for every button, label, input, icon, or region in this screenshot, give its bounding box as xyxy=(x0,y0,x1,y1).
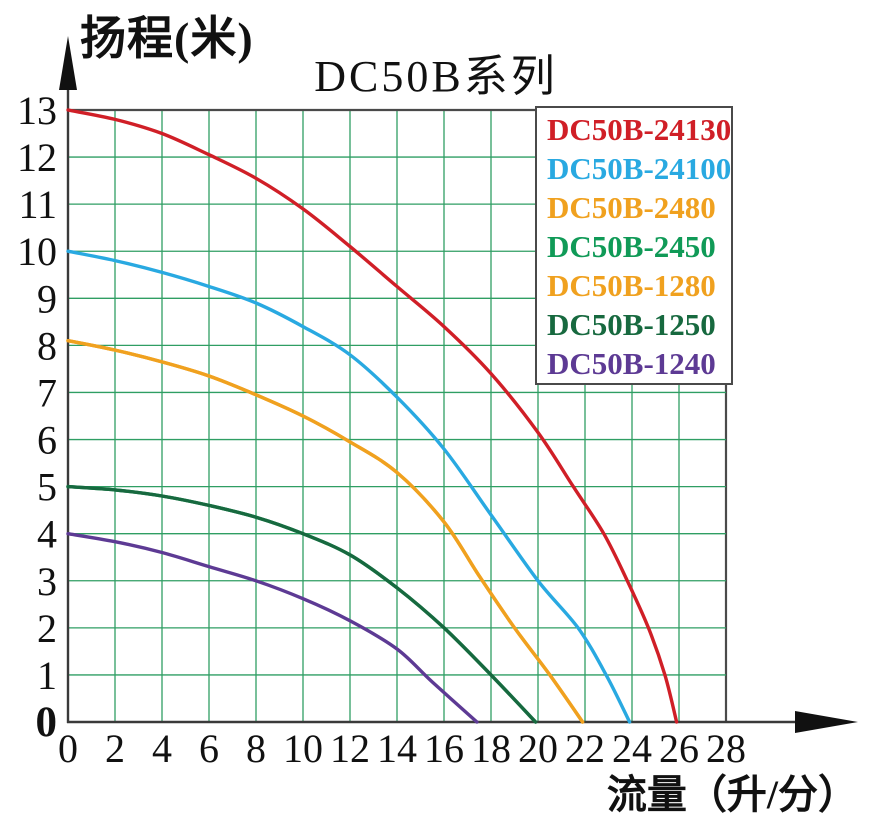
x-tick-label: 24 xyxy=(612,726,652,771)
x-tick-label: 10 xyxy=(283,726,323,771)
x-tick-label: 6 xyxy=(199,726,219,771)
y-axis-arrow-icon xyxy=(59,36,77,90)
legend-item-DC50B-1250: DC50B-1250 xyxy=(547,307,716,342)
x-tick-label: 18 xyxy=(471,726,511,771)
x-tick-label: 22 xyxy=(565,726,605,771)
y-tick-label: 5 xyxy=(37,465,57,510)
y-tick-label: 12 xyxy=(17,135,57,180)
series-curve-DC50B-1280 xyxy=(66,339,585,724)
y-axis-title: 扬程(米) xyxy=(80,13,254,64)
x-axis-title: 流量（升/分） xyxy=(606,772,858,817)
y-tick-label: 2 xyxy=(37,606,57,651)
y-tick-label: 6 xyxy=(37,418,57,463)
series-curve-DC50B-24100 xyxy=(66,249,632,724)
legend-item-DC50B-24100: DC50B-24100 xyxy=(547,151,732,186)
x-tick-label: 14 xyxy=(377,726,417,771)
y-tick-label: 13 xyxy=(17,88,57,133)
legend-item-DC50B-1240: DC50B-1240 xyxy=(547,346,716,381)
series-curve-DC50B-1240 xyxy=(66,532,479,724)
legend: DC50B-24130 DC50B-24100 DC50B-2480 DC50B-24… xyxy=(535,106,733,385)
x-tick-label: 28 xyxy=(706,726,746,771)
y-tick-label: 1 xyxy=(37,653,57,698)
x-tick-label: 16 xyxy=(424,726,464,771)
legend-item-DC50B-24130: DC50B-24130 xyxy=(547,112,732,147)
y-tick-label: 0 xyxy=(36,699,58,746)
x-tick-label: 26 xyxy=(659,726,699,771)
y-tick-label: 11 xyxy=(18,182,57,227)
legend-item-DC50B-2480: DC50B-2480 xyxy=(547,190,716,225)
x-tick-label: 8 xyxy=(246,726,266,771)
y-tick-label: 8 xyxy=(37,323,57,368)
legend-item-DC50B-1280: DC50B-1280 xyxy=(547,268,716,303)
series-curve-DC50B-2480 xyxy=(66,339,585,724)
series-curve-DC50B-24130 xyxy=(66,108,679,724)
x-tick-label: 2 xyxy=(105,726,125,771)
x-axis-arrow-icon xyxy=(795,711,858,733)
legend-item-DC50B-2450: DC50B-2450 xyxy=(547,229,716,264)
chart-title: DC50B系列 xyxy=(314,52,558,101)
y-tick-label: 4 xyxy=(37,512,57,557)
y-tick-label: 7 xyxy=(37,370,57,415)
y-tick-label: 9 xyxy=(37,276,57,321)
x-tick-label: 12 xyxy=(330,726,370,771)
x-tick-label: 0 xyxy=(58,726,78,771)
y-tick-label: 10 xyxy=(17,229,57,274)
series-curve-DC50B-2450 xyxy=(66,484,538,724)
x-tick-label: 4 xyxy=(152,726,172,771)
x-tick-label: 20 xyxy=(518,726,558,771)
series-curve-DC50B-1250 xyxy=(66,484,538,724)
y-tick-label: 3 xyxy=(37,559,57,604)
